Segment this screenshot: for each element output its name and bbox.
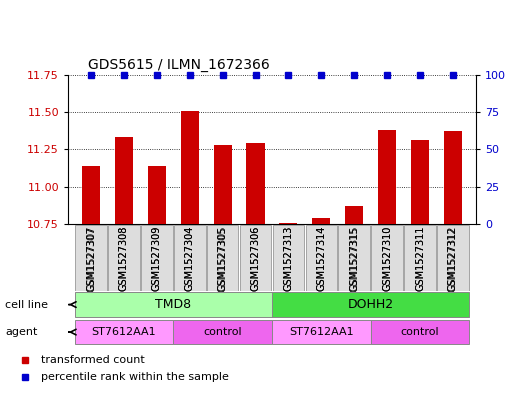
Bar [213,145,232,224]
FancyBboxPatch shape [371,225,403,291]
Text: GSM1527310: GSM1527310 [382,226,392,291]
Text: GSM1527305: GSM1527305 [218,226,228,292]
FancyBboxPatch shape [437,225,469,291]
FancyBboxPatch shape [108,225,140,291]
Text: GSM1527313: GSM1527313 [283,226,293,291]
Text: GSM1527311: GSM1527311 [415,226,425,291]
Bar [378,130,396,224]
Bar [246,143,265,224]
FancyBboxPatch shape [173,320,272,344]
Text: transformed count: transformed count [41,354,145,365]
Text: ST7612AA1: ST7612AA1 [289,327,354,336]
Text: control: control [401,327,439,336]
FancyBboxPatch shape [207,225,238,291]
Text: GSM1527305: GSM1527305 [218,225,228,291]
Text: GSM1527304: GSM1527304 [185,225,195,291]
FancyBboxPatch shape [141,225,173,291]
Text: DOHH2: DOHH2 [348,298,394,310]
FancyBboxPatch shape [404,225,436,291]
Text: GSM1527306: GSM1527306 [251,226,260,291]
Text: GSM1527307: GSM1527307 [86,225,96,291]
FancyBboxPatch shape [272,225,304,291]
FancyBboxPatch shape [75,292,272,317]
Text: GSM1527308: GSM1527308 [119,225,129,291]
Text: GSM1527306: GSM1527306 [251,225,260,291]
Text: GSM1527314: GSM1527314 [316,225,326,291]
FancyBboxPatch shape [272,320,371,344]
Bar [312,218,331,224]
Text: control: control [203,327,242,336]
FancyBboxPatch shape [240,225,271,291]
FancyBboxPatch shape [174,225,206,291]
Text: cell line: cell line [5,299,48,310]
Bar [444,131,462,224]
Text: GSM1527311: GSM1527311 [415,225,425,291]
FancyBboxPatch shape [305,225,337,291]
Text: ST7612AA1: ST7612AA1 [92,327,156,336]
Text: GSM1527304: GSM1527304 [185,226,195,291]
Text: GSM1527312: GSM1527312 [448,226,458,292]
FancyBboxPatch shape [75,225,107,291]
FancyBboxPatch shape [338,225,370,291]
Text: TMD8: TMD8 [155,298,191,310]
Text: agent: agent [5,327,38,337]
Text: GSM1527308: GSM1527308 [119,226,129,291]
Text: percentile rank within the sample: percentile rank within the sample [41,372,229,382]
Bar [148,166,166,224]
FancyBboxPatch shape [371,320,469,344]
Text: GSM1527312: GSM1527312 [448,225,458,291]
Bar [82,166,100,224]
FancyBboxPatch shape [75,320,173,344]
Bar [345,206,363,224]
Text: GSM1527313: GSM1527313 [283,225,293,291]
Bar [411,140,429,224]
Text: GSM1527314: GSM1527314 [316,226,326,291]
Text: GSM1527309: GSM1527309 [152,225,162,291]
Text: GSM1527315: GSM1527315 [349,225,359,291]
Text: GSM1527315: GSM1527315 [349,226,359,292]
Text: GSM1527309: GSM1527309 [152,226,162,291]
Text: GSM1527307: GSM1527307 [86,226,96,292]
Text: GSM1527310: GSM1527310 [382,225,392,291]
Bar [279,222,298,224]
Text: GDS5615 / ILMN_1672366: GDS5615 / ILMN_1672366 [88,58,270,72]
Bar [180,110,199,224]
Bar [115,138,133,224]
FancyBboxPatch shape [272,292,469,317]
